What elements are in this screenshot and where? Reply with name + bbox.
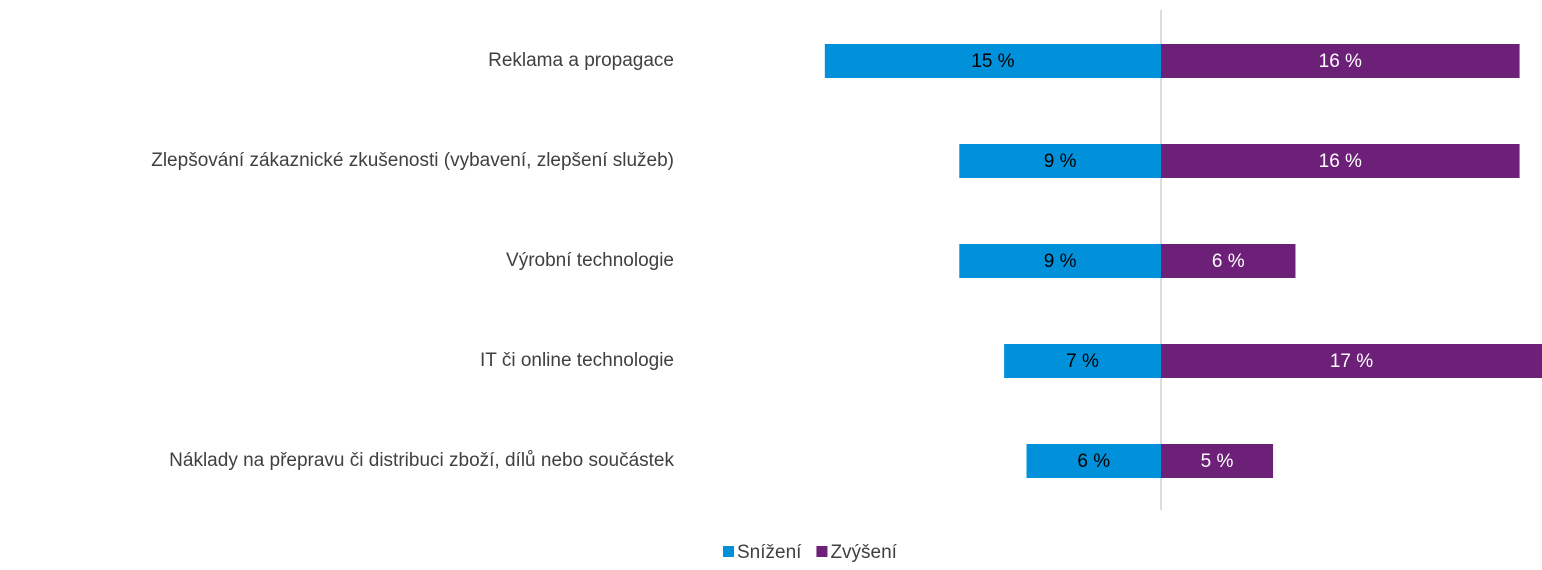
bar [824,44,1161,78]
value-label: 6 % [1212,251,1245,272]
value-label: 15 % [971,51,1014,72]
bar [1161,244,1296,278]
value-label: 16 % [1319,51,1362,72]
value-label: 6 % [1077,451,1110,472]
bar [1161,444,1274,478]
value-label: 5 % [1201,451,1234,472]
bar [1161,44,1520,78]
category-label: Výrobní technologie [506,250,674,271]
value-label: 9 % [1044,251,1077,272]
bar [959,244,1161,278]
value-label: 17 % [1330,351,1373,372]
category-label: Reklama a propagace [488,50,674,71]
bar [959,144,1161,178]
legend-swatch [816,546,828,557]
legend-swatch [723,546,734,557]
value-label: 16 % [1319,151,1362,172]
value-label: 9 % [1044,151,1077,172]
bar [1161,344,1542,378]
bar [1004,344,1161,378]
category-label: IT či online technologie [480,350,674,371]
legend-label: Snížení [737,542,802,563]
bar [1026,444,1161,478]
category-label: Náklady na přepravu či distribuci zboží,… [169,450,674,471]
value-label: 7 % [1066,351,1099,372]
legend-label: Zvýšení [830,542,897,563]
category-label: Zlepšování zákaznické zkušenosti (vybave… [151,150,674,171]
bar [1161,144,1520,178]
